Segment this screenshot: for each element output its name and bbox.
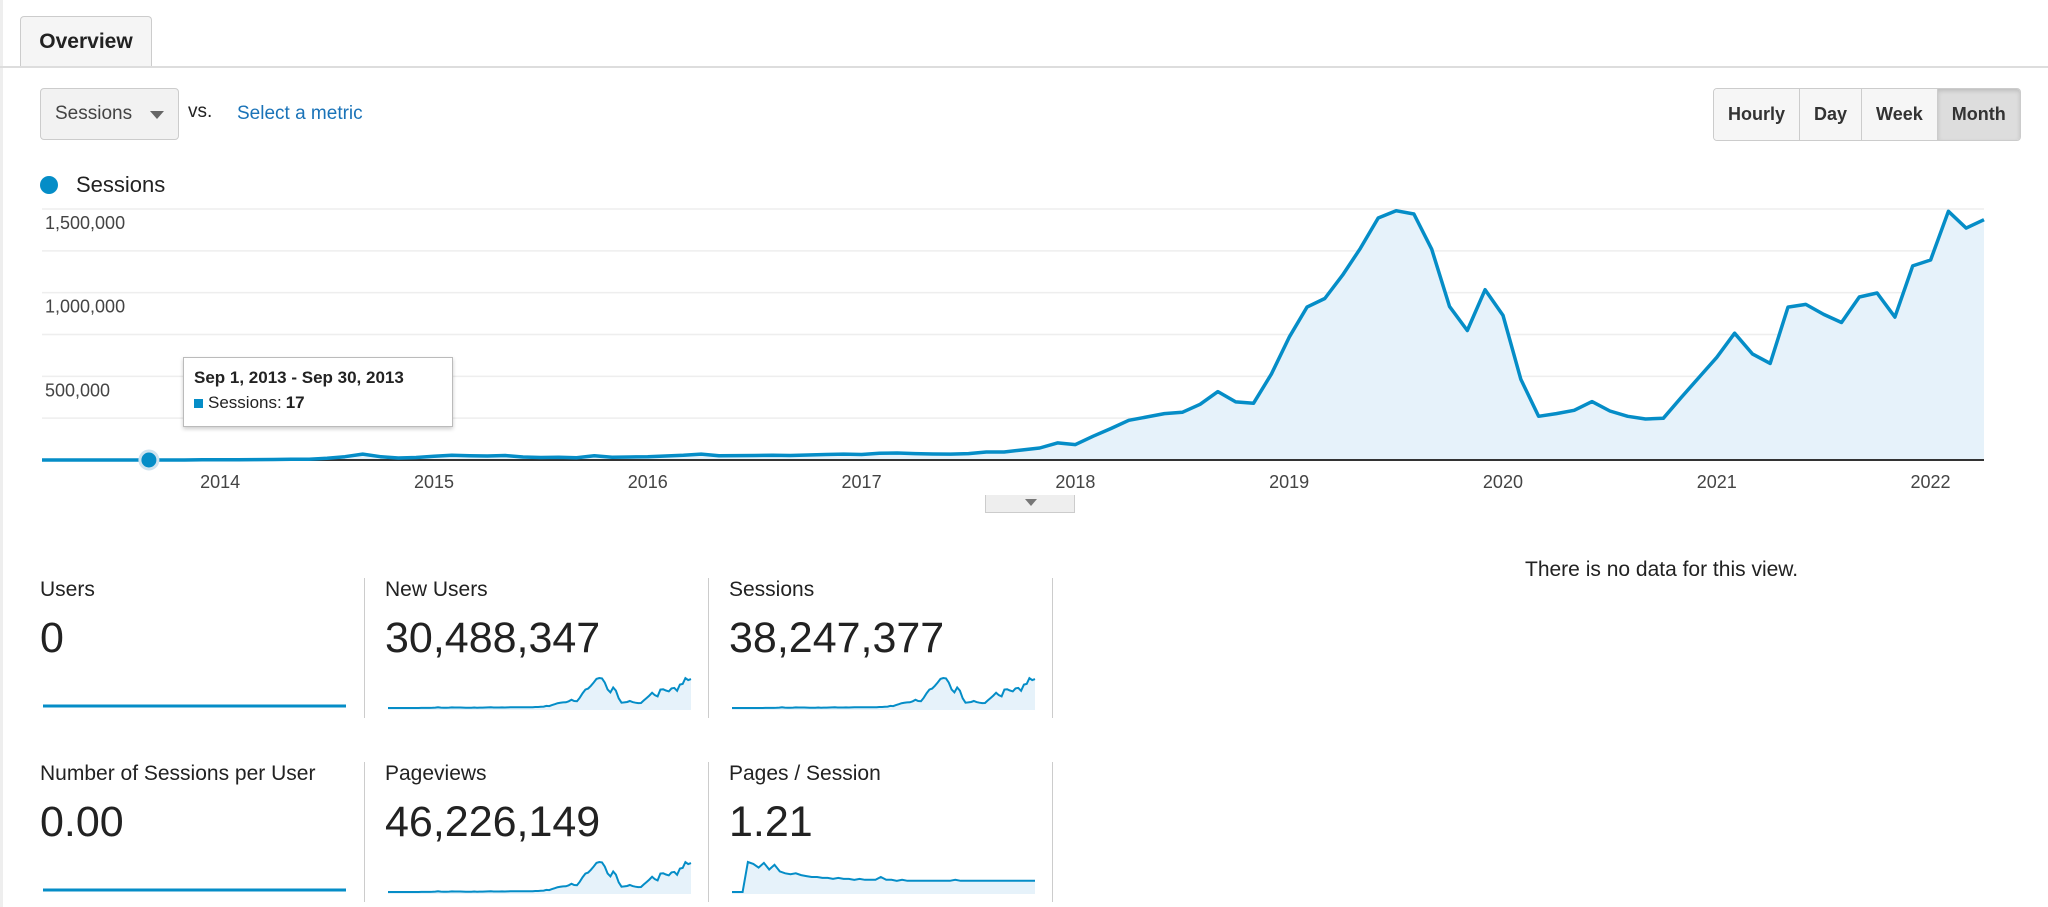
metric-tile-pages-session[interactable]: Pages / Session 1.21 <box>729 762 1049 902</box>
sparkline-area <box>732 678 1035 710</box>
x-tick-label: 2020 <box>1483 472 1523 492</box>
series-square-icon <box>194 399 203 408</box>
metric-label: Sessions <box>729 578 815 601</box>
tile-divider <box>1052 578 1053 718</box>
sparkline-line <box>388 860 692 893</box>
legend-label: Sessions <box>76 172 166 197</box>
metric-label: New Users <box>385 578 488 601</box>
metric-value: 38,247,377 <box>729 614 945 662</box>
tooltip-value: 17 <box>285 393 305 412</box>
metric-sparkline <box>43 888 346 892</box>
no-data-message: There is no data for this view. <box>1525 558 1799 581</box>
metric-value: 1.21 <box>729 798 813 846</box>
tooltip-series: Sessions: <box>208 393 282 412</box>
metric-tile-number-of-sessions-per-user[interactable]: Number of Sessions per User 0.00 <box>40 762 360 902</box>
chart-tooltip: Sep 1, 2013 - Sep 30, 2013 Sessions: 17 <box>183 357 453 427</box>
metric-value: 46,226,149 <box>385 798 601 846</box>
tile-divider <box>708 762 709 902</box>
triangle-down-icon <box>1025 499 1037 506</box>
tab-divider <box>0 66 2048 68</box>
metric-label: Pages / Session <box>729 762 881 785</box>
week-button[interactable]: Week <box>1862 89 1938 140</box>
sessions-chart[interactable]: 500,000 1,000,000 1,500,000 2014 2015 2016 201… <box>0 195 2048 495</box>
metric-value: 0 <box>40 614 64 662</box>
x-tick-label: 2015 <box>414 472 454 492</box>
sparkline-line <box>732 860 1035 893</box>
chart-collapse-handle[interactable] <box>985 495 1075 513</box>
metric-tile-pageviews[interactable]: Pageviews 46,226,149 <box>385 762 705 902</box>
legend-dot-icon <box>40 176 58 194</box>
metric-tile-new-users[interactable]: New Users 30,488,347 <box>385 578 705 718</box>
x-tick-label: 2022 <box>1911 472 1951 492</box>
metric-value: 30,488,347 <box>385 614 601 662</box>
metric-dropdown[interactable]: Sessions <box>40 88 179 140</box>
tile-divider <box>364 762 365 902</box>
x-tick-label: 2021 <box>1697 472 1737 492</box>
sparkline-area <box>388 678 691 710</box>
metric-tile-users[interactable]: Users 0 <box>40 578 360 718</box>
sparkline-line <box>388 676 692 709</box>
metric-sparkline <box>732 676 1036 710</box>
sparkline-area <box>732 862 1035 894</box>
tile-divider <box>1052 762 1053 902</box>
metric-sparkline <box>732 860 1035 894</box>
x-tick-label: 2018 <box>1055 472 1095 492</box>
chart-legend: Sessions <box>40 172 165 198</box>
month-button[interactable]: Month <box>1937 89 2020 140</box>
granularity-toggle: Hourly Day Week Month <box>1713 88 2021 141</box>
metric-dropdown-label: Sessions <box>55 103 133 124</box>
metric-tile-sessions[interactable]: Sessions 38,247,377 <box>729 578 1049 718</box>
sessions-line <box>42 208 1985 462</box>
metric-label: Number of Sessions per User <box>40 762 316 785</box>
y-tick-label: 1,000,000 <box>45 297 125 317</box>
tooltip-date: Sep 1, 2013 - Sep 30, 2013 <box>194 368 404 387</box>
metric-value: 0.00 <box>40 798 124 846</box>
x-tick-label: 2014 <box>200 472 240 492</box>
chevron-down-icon <box>150 111 164 119</box>
metric-sparkline <box>388 860 692 894</box>
highlight-point <box>138 449 160 471</box>
metric-label: Pageviews <box>385 762 487 785</box>
chart-area <box>42 210 1984 460</box>
tab-overview[interactable]: Overview <box>20 16 152 66</box>
select-metric-link[interactable]: Select a metric <box>237 103 363 124</box>
metric-label: Users <box>40 578 95 601</box>
sparkline-line <box>732 676 1036 709</box>
x-tick-label: 2017 <box>842 472 882 492</box>
tile-divider <box>708 578 709 718</box>
day-button[interactable]: Day <box>1800 89 1863 140</box>
metric-sparkline <box>388 676 692 710</box>
metric-sparkline <box>43 704 346 708</box>
hourly-button[interactable]: Hourly <box>1714 89 1801 140</box>
vs-label: vs. <box>188 101 213 122</box>
left-edge <box>0 0 3 907</box>
tile-divider <box>364 578 365 718</box>
sparkline-area <box>388 862 691 894</box>
y-tick-label: 1,500,000 <box>45 213 125 233</box>
x-tick-label: 2019 <box>1269 472 1309 492</box>
x-tick-label: 2016 <box>628 472 668 492</box>
y-tick-label: 500,000 <box>45 380 110 400</box>
